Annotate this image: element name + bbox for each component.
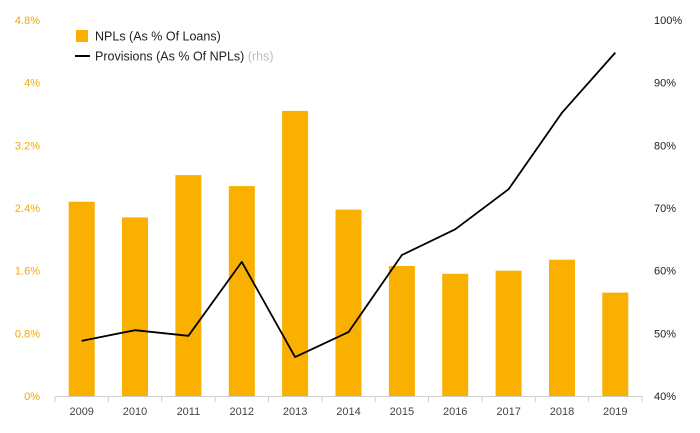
y-left-tick-label: 3.2% [15,140,40,152]
legend-label: Provisions (As % Of NPLs) (rhs) [95,50,274,64]
x-tick-label: 2017 [496,406,520,418]
bar-2015 [388,266,415,396]
y-right-tick-label: 50% [654,328,676,340]
y-left-tick-label: 0% [24,391,40,403]
y-left-tick-label: 1.6% [15,266,40,278]
y-right-tick-label: 60% [654,266,676,278]
y-left-tick-label: 2.4% [15,203,40,215]
bar-2017 [495,270,522,396]
line-series-group [81,52,616,359]
y-left-tick-label: 0.8% [15,328,40,340]
bar-2009 [68,201,95,396]
bar-2014 [335,209,362,396]
x-tick-label: 2014 [336,406,360,418]
y-left-tick-label: 4.8% [15,15,40,27]
axes-group: 2009 2010 2011 2012 2013 2014 2015 2016 2017 2018… [15,15,682,418]
x-tick-label: 2019 [603,406,627,418]
legend-swatch-square [76,30,88,42]
legend-label: NPLs (As % Of Loans) [95,30,221,44]
x-tick-label: 2016 [443,406,467,418]
x-tick-label: 2013 [283,406,307,418]
x-tick-label: 2009 [69,406,93,418]
x-tick-label: 2012 [230,406,254,418]
bar-2010 [122,217,148,396]
legend: NPLs (As % Of Loans) Provisions (As % Of … [75,30,274,64]
x-tick-label: 2010 [123,406,147,418]
bar-2016 [442,273,469,396]
y-right-tick-label: 90% [654,78,676,90]
bar-2018 [549,259,575,396]
legend-label-suffix: (rhs) [244,50,273,64]
bar-2013 [282,110,309,397]
y-right-tick-label: 40% [654,391,676,403]
y-right-tick-label: 80% [654,140,676,152]
y-left-tick-label: 4% [24,78,40,90]
x-tick-label: 2018 [550,406,574,418]
y-right-tick-label: 100% [654,15,682,27]
bar-2011 [175,175,202,396]
bar-2019 [602,292,629,396]
bars-group [68,110,629,397]
bar-2012 [228,186,255,396]
provisions-line [81,52,616,359]
x-tick-label: 2015 [390,406,414,418]
x-tick-label: 2011 [177,406,201,418]
y-right-tick-label: 70% [654,203,676,215]
